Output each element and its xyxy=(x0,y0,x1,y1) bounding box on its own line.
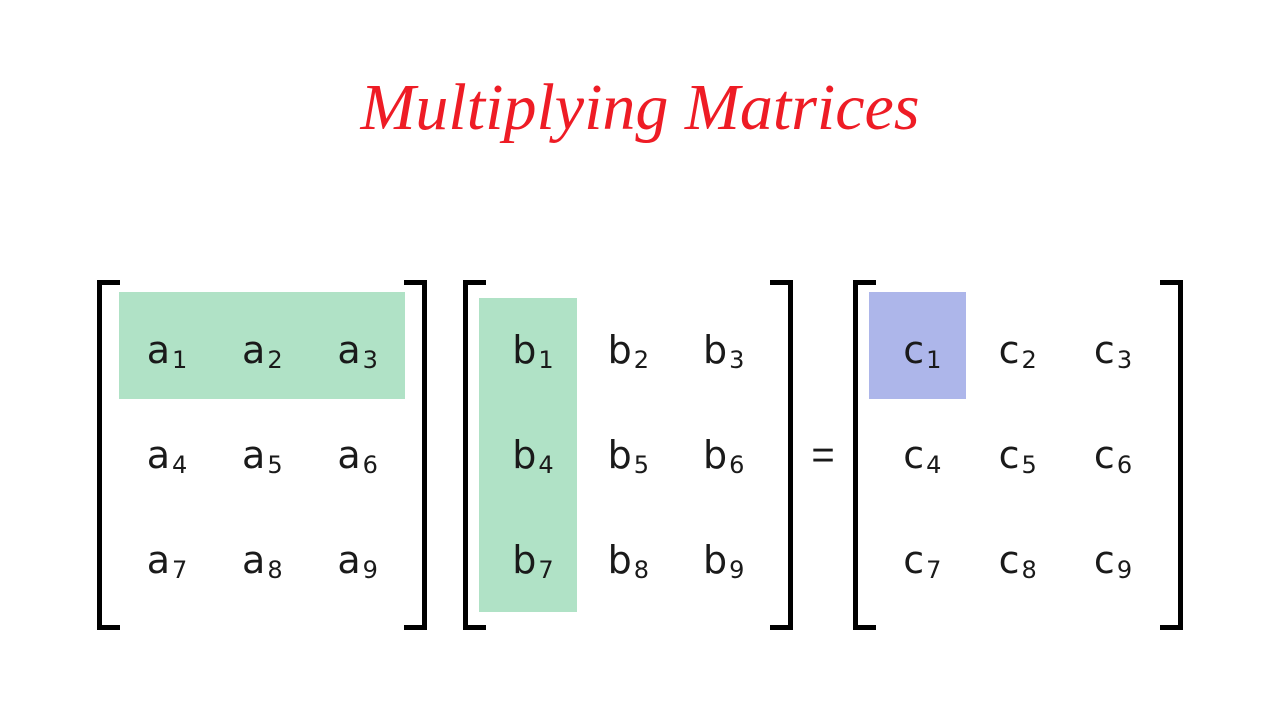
cell-var: b xyxy=(512,433,536,477)
matrix-cell: b2 xyxy=(581,298,676,403)
cell-var: c xyxy=(1094,328,1115,372)
cell-var: c xyxy=(999,328,1020,372)
cell-subscript: 2 xyxy=(1021,346,1036,374)
cell-subscript: 6 xyxy=(729,451,744,479)
cell-subscript: 6 xyxy=(1117,451,1132,479)
cell-subscript: 3 xyxy=(363,346,378,374)
equation-row: a1a2a3a4a5a6a7a8a9 b1b2b3b4b5b6b7b8b9 = … xyxy=(0,280,1280,630)
cell-var: b xyxy=(703,433,727,477)
cell-subscript: 5 xyxy=(267,451,282,479)
matrix-cell: b5 xyxy=(581,403,676,508)
page-title: Multiplying Matrices xyxy=(0,70,1280,146)
cell-var: a xyxy=(147,433,170,477)
cell-var: c xyxy=(1094,538,1115,582)
matrix-cell: c4 xyxy=(875,403,970,508)
cell-subscript: 4 xyxy=(538,451,553,479)
cell-var: a xyxy=(242,433,265,477)
matrix-b: b1b2b3b4b5b6b7b8b9 xyxy=(463,280,793,630)
matrix-cell: c1 xyxy=(875,298,970,403)
cell-subscript: 5 xyxy=(634,451,649,479)
cell-subscript: 6 xyxy=(363,451,378,479)
cell-subscript: 7 xyxy=(538,556,553,584)
matrix-a: a1a2a3a4a5a6a7a8a9 xyxy=(97,280,427,630)
matrix-c: c1c2c3c4c5c6c7c8c9 xyxy=(853,280,1183,630)
cell-subscript: 8 xyxy=(634,556,649,584)
matrix-cell: c9 xyxy=(1065,507,1160,612)
matrix-cell: a2 xyxy=(215,298,310,403)
cell-subscript: 4 xyxy=(926,451,941,479)
matrix-cell: a8 xyxy=(215,507,310,612)
cell-subscript: 7 xyxy=(172,556,187,584)
cell-subscript: 1 xyxy=(172,346,187,374)
cell-var: c xyxy=(903,433,924,477)
matrix-cell: b8 xyxy=(581,507,676,612)
cell-subscript: 8 xyxy=(1021,556,1036,584)
matrix-cell: a3 xyxy=(310,298,405,403)
matrix-cell: c8 xyxy=(970,507,1065,612)
cell-var: a xyxy=(147,538,170,582)
cell-subscript: 2 xyxy=(267,346,282,374)
matrix-cell: b6 xyxy=(676,403,771,508)
matrix-cell: a5 xyxy=(215,403,310,508)
cell-var: a xyxy=(242,328,265,372)
matrix-b-grid: b1b2b3b4b5b6b7b8b9 xyxy=(463,280,793,630)
cell-var: c xyxy=(903,328,924,372)
matrix-cell: c2 xyxy=(970,298,1065,403)
cell-var: a xyxy=(337,433,360,477)
cell-subscript: 9 xyxy=(1117,556,1132,584)
matrix-a-grid: a1a2a3a4a5a6a7a8a9 xyxy=(97,280,427,630)
cell-subscript: 1 xyxy=(538,346,553,374)
cell-var: a xyxy=(242,538,265,582)
matrix-cell: a4 xyxy=(119,403,214,508)
cell-var: a xyxy=(147,328,170,372)
cell-subscript: 2 xyxy=(634,346,649,374)
matrix-cell: c7 xyxy=(875,507,970,612)
cell-var: b xyxy=(703,538,727,582)
cell-var: b xyxy=(608,538,632,582)
cell-subscript: 8 xyxy=(267,556,282,584)
matrix-cell: a7 xyxy=(119,507,214,612)
page: Multiplying Matrices a1a2a3a4a5a6a7a8a9 … xyxy=(0,0,1280,720)
cell-subscript: 7 xyxy=(926,556,941,584)
cell-var: a xyxy=(337,538,360,582)
matrix-cell: b3 xyxy=(676,298,771,403)
matrix-cell: b9 xyxy=(676,507,771,612)
cell-subscript: 1 xyxy=(926,346,941,374)
cell-var: a xyxy=(337,328,360,372)
cell-subscript: 4 xyxy=(172,451,187,479)
cell-var: b xyxy=(608,433,632,477)
cell-subscript: 9 xyxy=(729,556,744,584)
matrix-cell: a1 xyxy=(119,298,214,403)
equals-sign: = xyxy=(811,433,834,478)
cell-var: c xyxy=(999,433,1020,477)
cell-var: b xyxy=(512,328,536,372)
matrix-cell: c3 xyxy=(1065,298,1160,403)
matrix-cell: b4 xyxy=(485,403,580,508)
matrix-cell: b1 xyxy=(485,298,580,403)
cell-var: c xyxy=(999,538,1020,582)
cell-var: b xyxy=(512,538,536,582)
cell-subscript: 3 xyxy=(729,346,744,374)
cell-var: c xyxy=(1094,433,1115,477)
matrix-c-grid: c1c2c3c4c5c6c7c8c9 xyxy=(853,280,1183,630)
cell-var: b xyxy=(703,328,727,372)
cell-subscript: 3 xyxy=(1117,346,1132,374)
matrix-cell: a6 xyxy=(310,403,405,508)
cell-subscript: 5 xyxy=(1021,451,1036,479)
matrix-cell: a9 xyxy=(310,507,405,612)
cell-subscript: 9 xyxy=(363,556,378,584)
matrix-cell: c5 xyxy=(970,403,1065,508)
cell-var: b xyxy=(608,328,632,372)
matrix-cell: c6 xyxy=(1065,403,1160,508)
cell-var: c xyxy=(903,538,924,582)
matrix-cell: b7 xyxy=(485,507,580,612)
